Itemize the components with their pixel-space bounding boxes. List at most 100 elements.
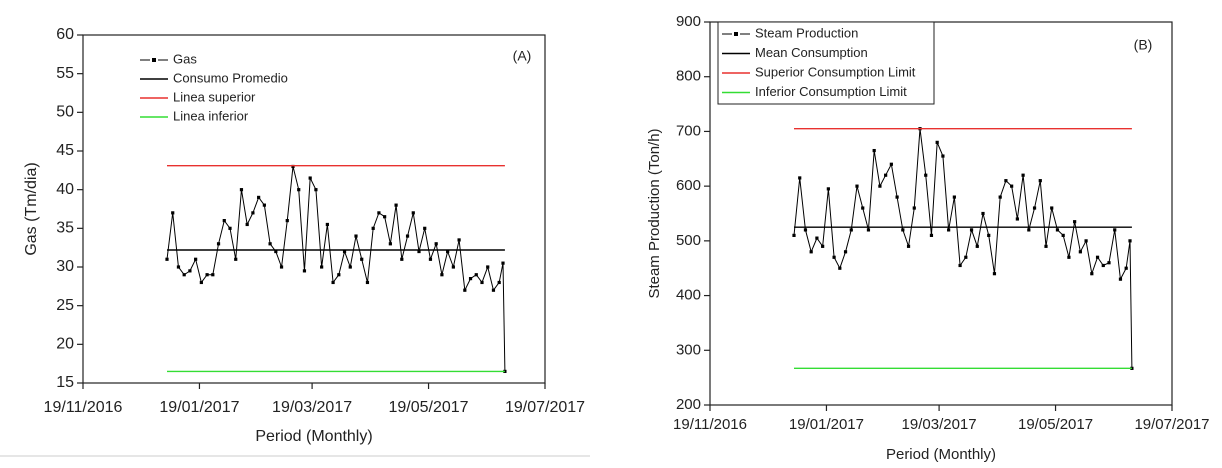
point-marker [491, 288, 496, 292]
legend-label: Superior Consumption Limit [755, 64, 916, 79]
point-marker [257, 195, 261, 199]
point-marker [803, 228, 808, 232]
point-marker [314, 188, 318, 192]
point-marker [234, 257, 238, 261]
y-tick-label: 900 [676, 13, 701, 30]
point-marker [302, 269, 307, 273]
point-marker [1061, 233, 1065, 237]
point-marker [365, 280, 370, 285]
point-marker [826, 187, 830, 191]
point-marker [468, 277, 473, 281]
x-tick-label: 19/07/2017 [1134, 416, 1209, 433]
y-tick-label: 30 [56, 258, 74, 275]
y-tick-label: 40 [56, 181, 74, 198]
y-tick-label: 45 [56, 142, 74, 159]
point-marker [342, 249, 347, 254]
x-tick-label: 19/07/2017 [505, 399, 585, 416]
point-marker [297, 188, 301, 192]
y-tick-label: 300 [676, 341, 701, 358]
y-tick-label: 500 [676, 232, 701, 249]
point-marker [216, 242, 221, 246]
point-marker [1015, 217, 1019, 221]
x-tick-label: 19/11/2016 [673, 416, 747, 433]
point-marker [423, 226, 427, 230]
point-marker [205, 273, 209, 277]
point-marker [411, 211, 415, 215]
point-marker [969, 228, 974, 232]
point-marker [176, 265, 181, 269]
point-marker [417, 249, 421, 254]
point-marker [451, 265, 455, 269]
y-axis-label: Steam Production (Ton/h) [646, 128, 663, 298]
y-tick-label: 50 [56, 104, 74, 121]
legend-label: Linea inferior [173, 108, 249, 123]
point-marker [1113, 228, 1117, 232]
chart-title: (A) [513, 48, 532, 64]
point-marker [474, 273, 478, 277]
point-marker [1004, 179, 1008, 183]
point-marker [958, 263, 962, 268]
point-marker [211, 273, 215, 277]
x-tick-label: 19/01/2017 [159, 399, 239, 416]
x-tick-label: 19/05/2017 [389, 399, 469, 416]
point-marker [1044, 244, 1048, 248]
point-marker [987, 233, 991, 237]
point-marker [929, 233, 934, 237]
point-marker [165, 257, 169, 261]
point-marker [188, 269, 192, 273]
point-marker [1055, 228, 1060, 232]
legend-label: Linea superior [173, 89, 256, 104]
point-marker [337, 273, 341, 277]
point-marker [998, 195, 1002, 199]
point-marker [480, 280, 484, 285]
point-marker [222, 219, 226, 223]
point-marker [964, 255, 968, 259]
point-marker [388, 242, 392, 246]
legend-label: Inferior Consumption Limit [755, 84, 907, 99]
point-marker [935, 140, 939, 144]
legend-label: Steam Production [755, 25, 858, 40]
point-marker [182, 273, 186, 277]
x-tick-label: 19/03/2017 [902, 416, 977, 433]
y-axis-label: Gas (Tm/dia) [23, 162, 40, 255]
point-marker [912, 206, 916, 210]
point-marker [924, 173, 928, 177]
point-marker [285, 219, 289, 223]
point-marker [1038, 179, 1042, 183]
y-tick-label: 25 [56, 297, 74, 314]
point-marker [798, 176, 802, 180]
point-marker [1050, 206, 1054, 210]
chart-title: (B) [1134, 37, 1153, 53]
point-marker [1084, 239, 1088, 243]
point-marker [1032, 206, 1037, 210]
y-tick-label: 35 [56, 220, 74, 237]
y-tick-label: 200 [676, 396, 701, 413]
point-marker [1078, 250, 1082, 254]
point-marker [463, 288, 467, 292]
point-marker [878, 184, 882, 188]
x-axis-label: Period (Monthly) [255, 428, 372, 445]
y-tick-label: 60 [56, 26, 74, 43]
x-tick-label: 19/05/2017 [1018, 416, 1093, 433]
x-tick-label: 19/01/2017 [789, 416, 864, 433]
point-marker [331, 280, 335, 285]
point-marker [1090, 272, 1094, 276]
point-marker [268, 242, 272, 246]
point-marker [377, 211, 381, 215]
point-marker [815, 236, 819, 240]
point-marker [360, 257, 364, 261]
y-tick-label: 600 [676, 177, 701, 194]
point-marker [895, 195, 899, 199]
y-tick-label: 20 [56, 336, 74, 353]
point-marker [1095, 255, 1100, 259]
point-marker [457, 238, 461, 242]
x-axis-label: Period (Monthly) [886, 446, 996, 463]
point-marker [497, 280, 501, 285]
point-marker [821, 244, 825, 248]
point-marker [947, 228, 951, 232]
point-marker [1124, 266, 1128, 270]
point-marker [428, 257, 433, 261]
series-line [166, 166, 506, 372]
legend-marker [734, 32, 738, 36]
point-marker [901, 228, 905, 232]
